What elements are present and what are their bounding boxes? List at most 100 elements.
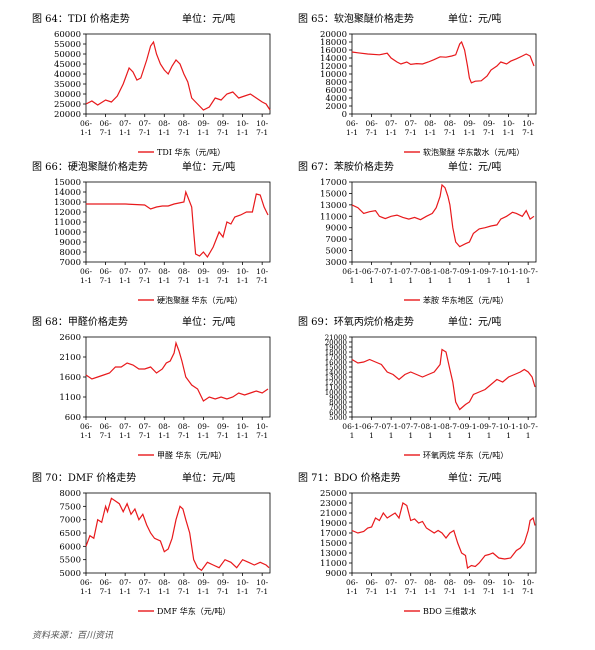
- y-tick-label: 1600: [59, 373, 81, 383]
- x-tick-label: 09-7-1: [479, 422, 499, 440]
- y-tick-label: 3000: [325, 258, 347, 268]
- x-tick-label: 10-1-1: [499, 422, 519, 440]
- x-tick-label: 08-7-1: [178, 578, 191, 596]
- y-tick-label: 17000: [325, 354, 347, 362]
- y-tick-label: 5000: [329, 414, 347, 422]
- y-tick-label: 13000: [320, 201, 347, 211]
- chart-unit: 单位：元/吨: [448, 162, 502, 173]
- chart-title: 图 66：硬泡聚醚价格走势 单位：元/吨: [32, 161, 300, 175]
- x-tick-label: 10-7-1: [256, 422, 269, 440]
- y-tick-label: 40000: [54, 70, 81, 80]
- x-tick-label: 06-1-1: [80, 267, 93, 285]
- y-tick-label: 0: [342, 110, 347, 120]
- x-tick-label: 09-1-1: [197, 267, 210, 285]
- x-tick-label: 10-1-1: [237, 267, 250, 285]
- x-tick-label: 08-1-1: [421, 267, 441, 285]
- x-tick-label: 06-1-1: [80, 119, 93, 137]
- legend-label: 硬泡聚醚 华东（元/吨）: [157, 295, 242, 305]
- y-tick-label: 13000: [320, 549, 347, 559]
- y-tick-label: 18000: [325, 349, 347, 357]
- chart-title-text: 图 64：TDI 价格走势: [32, 14, 130, 25]
- line-chart: 2000025000300003500040000450005000055000…: [54, 30, 271, 157]
- legend-label: BDO 三维散水: [423, 606, 476, 616]
- chart-title: 图 70：DMF 价格走势 单位：元/吨: [32, 472, 300, 486]
- x-tick-label: 08-1-1: [421, 422, 441, 440]
- line-chart: 7000800090001000011000120001300014000150…: [54, 178, 271, 305]
- x-tick-label: 08-1-1: [158, 267, 171, 285]
- chart-title-text: 图 70：DMF 价格走势: [32, 473, 137, 484]
- x-tick-label: 06-7-1: [366, 119, 379, 137]
- y-tick-label: 12000: [320, 62, 347, 72]
- chart-title-text: 图 68：甲醛价格走势: [32, 317, 128, 328]
- y-tick-label: 11000: [54, 218, 81, 228]
- x-tick-label: 10-7-1: [256, 578, 269, 596]
- y-tick-label: 10000: [54, 228, 81, 238]
- y-tick-label: 16000: [325, 359, 347, 367]
- y-tick-label: 5000: [325, 247, 347, 257]
- y-tick-label: 14000: [325, 369, 347, 377]
- chart-panel-66: 图 66：硬泡聚醚价格走势 单位：元/吨 7000 8000 9000 10000 110…: [28, 161, 300, 311]
- chart-title: 图 69：环氧丙烷价格走势 单位：元/吨: [298, 316, 566, 330]
- y-tick-label: 50000: [54, 50, 81, 60]
- x-tick-label: 08-1-1: [424, 119, 437, 137]
- x-tick-label: 07-1-1: [381, 267, 401, 285]
- x-tick-label: 09-7-1: [483, 578, 496, 596]
- y-tick-label: 7000: [329, 404, 347, 412]
- y-tick-label: 23000: [320, 499, 347, 509]
- y-tick-label: 6000: [325, 86, 347, 96]
- y-tick-label: 4000: [325, 94, 347, 104]
- y-tick-label: 18000: [320, 38, 347, 48]
- x-tick-label: 06-1-1: [80, 578, 93, 596]
- plot-frame: [85, 33, 271, 115]
- series-line: [351, 348, 536, 411]
- series-line: [85, 340, 269, 402]
- x-tick-label: 07-1-1: [381, 422, 401, 440]
- y-tick-label: 6500: [59, 529, 81, 539]
- y-tick-label: 5500: [59, 556, 81, 566]
- chart-title: 图 65：软泡聚醚价格走势 单位：元/吨: [298, 13, 566, 27]
- y-tick-label: 60000: [54, 30, 81, 40]
- source-note: 资料来源：百川资讯: [32, 631, 114, 641]
- y-tick-label: 16000: [320, 46, 347, 56]
- y-tick-label: 21000: [325, 334, 347, 342]
- x-tick-label: 06-7-1: [362, 267, 382, 285]
- y-tick-label: 15000: [325, 364, 347, 372]
- x-tick-label: 07-1-1: [119, 119, 132, 137]
- x-tick-label: 07-7-1: [405, 119, 418, 137]
- chart-panel-70: 图 70：DMF 价格走势 单位：元/吨 5000 5500 6000 6500 7000…: [28, 472, 300, 622]
- chart-unit: 单位：元/吨: [182, 473, 236, 484]
- line-chart: 0200040006000800010000120001400016000180…: [320, 30, 537, 157]
- chart-title-text: 图 66：硬泡聚醚价格走势: [32, 162, 148, 173]
- x-tick-label: 09-1-1: [197, 422, 210, 440]
- x-tick-label: 10-7-1: [522, 578, 535, 596]
- x-tick-label: 07-7-1: [139, 267, 152, 285]
- y-tick-label: 15000: [320, 189, 347, 199]
- legend-label: 苯胺 华东地区（元/吨）: [423, 295, 508, 305]
- line-chart: 600 1100 1600 2100 2600 06-1-1 06-7-1 07-1-1 07-…: [59, 333, 271, 460]
- y-tick-label: 13000: [325, 374, 347, 382]
- chart-title: 图 64：TDI 价格走势 单位：元/吨: [32, 13, 300, 27]
- y-tick-label: 10000: [325, 389, 347, 397]
- x-tick-label: 09-1-1: [197, 578, 210, 596]
- y-tick-label: 2100: [59, 353, 81, 363]
- x-tick-label: 09-1-1: [463, 578, 476, 596]
- series-line: [351, 502, 536, 569]
- x-tick-label: 10-1-1: [237, 578, 250, 596]
- series-line: [351, 40, 535, 84]
- x-tick-label: 08-7-1: [178, 267, 191, 285]
- x-tick-label: 10-1-1: [237, 119, 250, 137]
- x-tick-label: 10-1-1: [499, 267, 519, 285]
- plot-frame: [85, 492, 271, 574]
- x-tick-label: 10-1-1: [503, 578, 516, 596]
- y-tick-label: 2600: [59, 333, 81, 343]
- x-tick-label: 09-1-1: [460, 422, 480, 440]
- line-chart: 5000 5500 6000 6500 7000 7500 8000 06-1-1 06-7-1…: [59, 489, 271, 616]
- y-tick-label: 45000: [54, 60, 81, 70]
- x-tick-label: 08-7-1: [440, 422, 460, 440]
- x-tick-label: 06-1-1: [80, 422, 93, 440]
- y-tick-label: 15000: [320, 539, 347, 549]
- legend-label: DMF 华东（元/吨）: [157, 606, 230, 616]
- y-tick-label: 8000: [329, 399, 347, 407]
- x-tick-label: 10-7-1: [518, 422, 538, 440]
- y-tick-label: 17000: [320, 529, 347, 539]
